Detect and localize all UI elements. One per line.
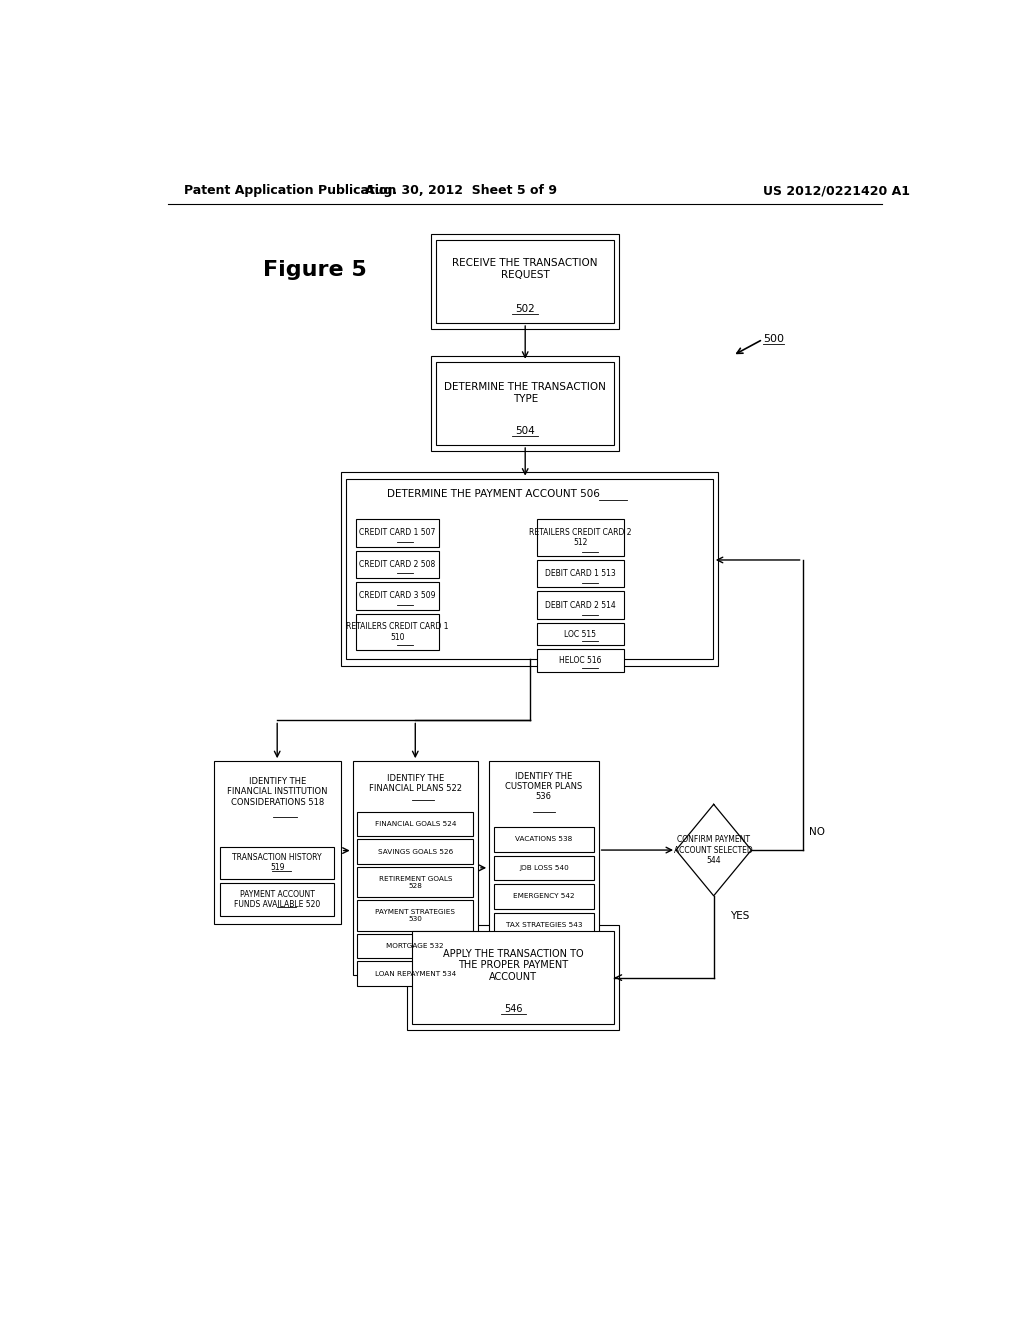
Text: SAVINGS GOALS 526: SAVINGS GOALS 526 — [378, 849, 453, 854]
Text: CREDIT CARD 3 509: CREDIT CARD 3 509 — [359, 591, 435, 601]
Text: RECEIVE THE TRANSACTION
REQUEST: RECEIVE THE TRANSACTION REQUEST — [453, 259, 598, 280]
Text: PAYMENT ACCOUNT
FUNDS AVAILABLE 520: PAYMENT ACCOUNT FUNDS AVAILABLE 520 — [234, 890, 321, 909]
Text: US 2012/0221420 A1: US 2012/0221420 A1 — [763, 185, 910, 198]
Text: DETERMINE THE TRANSACTION
TYPE: DETERMINE THE TRANSACTION TYPE — [444, 383, 606, 404]
Text: HELOC 516: HELOC 516 — [559, 656, 602, 665]
FancyBboxPatch shape — [494, 855, 594, 880]
FancyBboxPatch shape — [355, 614, 439, 651]
Text: PAYMENT STRATEGIES
530: PAYMENT STRATEGIES 530 — [375, 909, 456, 923]
Text: CREDIT CARD 2 508: CREDIT CARD 2 508 — [359, 560, 435, 569]
Polygon shape — [676, 804, 752, 896]
Text: DEBIT CARD 1 513: DEBIT CARD 1 513 — [545, 569, 615, 578]
Text: JOB LOSS 540: JOB LOSS 540 — [519, 865, 568, 871]
FancyBboxPatch shape — [220, 883, 334, 916]
Text: RETAILERS CREDIT CARD 2
512: RETAILERS CREDIT CARD 2 512 — [529, 528, 632, 548]
Text: Figure 5: Figure 5 — [263, 260, 367, 280]
Text: MORTGAGE 532: MORTGAGE 532 — [386, 942, 444, 949]
FancyBboxPatch shape — [436, 362, 614, 445]
FancyBboxPatch shape — [355, 519, 439, 546]
Text: LOAN REPAYMENT 534: LOAN REPAYMENT 534 — [375, 970, 456, 977]
FancyBboxPatch shape — [537, 649, 624, 672]
FancyBboxPatch shape — [357, 900, 473, 931]
Text: 500: 500 — [763, 334, 784, 345]
FancyBboxPatch shape — [357, 935, 473, 958]
FancyBboxPatch shape — [537, 591, 624, 619]
FancyBboxPatch shape — [220, 846, 334, 879]
Text: RETIREMENT GOALS
528: RETIREMENT GOALS 528 — [379, 875, 452, 888]
Text: VACATIONS 538: VACATIONS 538 — [515, 837, 572, 842]
Text: DEBIT CARD 2 514: DEBIT CARD 2 514 — [545, 601, 615, 610]
Text: 502: 502 — [515, 304, 536, 314]
FancyBboxPatch shape — [357, 840, 473, 863]
FancyBboxPatch shape — [537, 519, 624, 556]
FancyBboxPatch shape — [355, 550, 439, 578]
FancyBboxPatch shape — [346, 479, 713, 660]
Text: DETERMINE THE PAYMENT ACCOUNT 506: DETERMINE THE PAYMENT ACCOUNT 506 — [387, 488, 599, 499]
FancyBboxPatch shape — [357, 961, 473, 986]
Text: Patent Application Publication: Patent Application Publication — [183, 185, 396, 198]
Text: EMERGENCY 542: EMERGENCY 542 — [513, 894, 574, 899]
Text: LOC 515: LOC 515 — [564, 630, 596, 639]
Text: IDENTIFY THE
CUSTOMER PLANS
536: IDENTIFY THE CUSTOMER PLANS 536 — [505, 772, 583, 801]
Text: CONFIRM PAYMENT
ACCOUNT SELECTED
544: CONFIRM PAYMENT ACCOUNT SELECTED 544 — [674, 836, 753, 865]
Text: TAX STRATEGIES 543: TAX STRATEGIES 543 — [506, 921, 582, 928]
FancyBboxPatch shape — [494, 828, 594, 851]
FancyBboxPatch shape — [352, 762, 478, 974]
FancyBboxPatch shape — [494, 884, 594, 908]
Text: RETAILERS CREDIT CARD 1
510: RETAILERS CREDIT CARD 1 510 — [346, 622, 449, 642]
FancyBboxPatch shape — [537, 560, 624, 587]
FancyBboxPatch shape — [412, 931, 614, 1024]
Text: IDENTIFY THE
FINANCIAL INSTITUTION
CONSIDERATIONS 518: IDENTIFY THE FINANCIAL INSTITUTION CONSI… — [227, 776, 328, 807]
FancyBboxPatch shape — [357, 812, 473, 837]
FancyBboxPatch shape — [537, 623, 624, 645]
FancyBboxPatch shape — [494, 912, 594, 937]
Text: CREDIT CARD 1 507: CREDIT CARD 1 507 — [359, 528, 435, 537]
Text: TRANSACTION HISTORY
519: TRANSACTION HISTORY 519 — [232, 853, 322, 873]
FancyBboxPatch shape — [436, 240, 614, 323]
Text: FINANCIAL GOALS 524: FINANCIAL GOALS 524 — [375, 821, 456, 828]
FancyBboxPatch shape — [357, 867, 473, 898]
Text: YES: YES — [729, 911, 749, 921]
Text: Aug. 30, 2012  Sheet 5 of 9: Aug. 30, 2012 Sheet 5 of 9 — [366, 185, 557, 198]
Text: 504: 504 — [515, 426, 536, 436]
Text: 546: 546 — [504, 1005, 522, 1014]
FancyBboxPatch shape — [489, 762, 599, 939]
Text: NO: NO — [809, 826, 825, 837]
Text: APPLY THE TRANSACTION TO
THE PROPER PAYMENT
ACCOUNT: APPLY THE TRANSACTION TO THE PROPER PAYM… — [443, 949, 584, 982]
FancyBboxPatch shape — [355, 582, 439, 610]
FancyBboxPatch shape — [214, 762, 341, 924]
Text: IDENTIFY THE
FINANCIAL PLANS 522: IDENTIFY THE FINANCIAL PLANS 522 — [369, 774, 462, 793]
